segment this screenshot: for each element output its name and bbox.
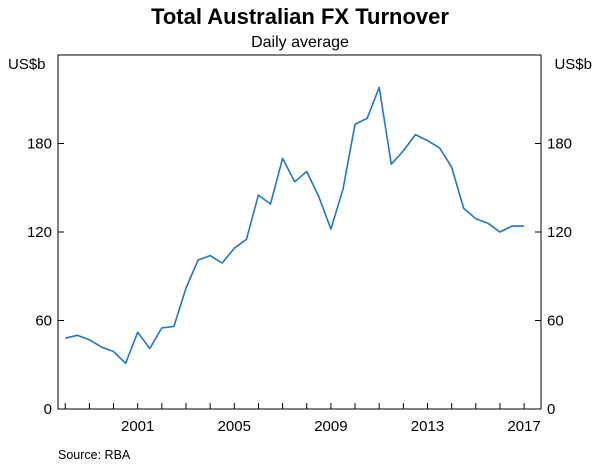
source-note: Source: RBA [58,448,131,462]
chart-subtitle: Daily average [251,34,349,51]
x-tick-label: 2001 [121,418,154,435]
turnover-series-line [65,86,525,365]
y-tick-label-right: 0 [547,401,555,418]
y-tick-label-right: 120 [547,224,572,241]
y-tick-label-right: 60 [547,313,564,330]
chart-title: Total Australian FX Turnover [151,4,449,29]
y-tick-label-left: 0 [44,401,52,418]
x-tick-label: 2013 [411,418,444,435]
y-tick-label-left: 180 [27,136,52,153]
left-axis-unit: US$b [8,56,46,73]
plot-frame [57,54,542,410]
y-tick-label-left: 60 [35,313,52,330]
right-axis-unit: US$b [554,56,592,73]
x-tick-label: 2009 [314,418,347,435]
x-tick-label: 2005 [218,418,251,435]
y-tick-label-right: 180 [547,136,572,153]
y-tick-label-left: 120 [27,224,52,241]
x-tick-label: 2017 [507,418,540,435]
